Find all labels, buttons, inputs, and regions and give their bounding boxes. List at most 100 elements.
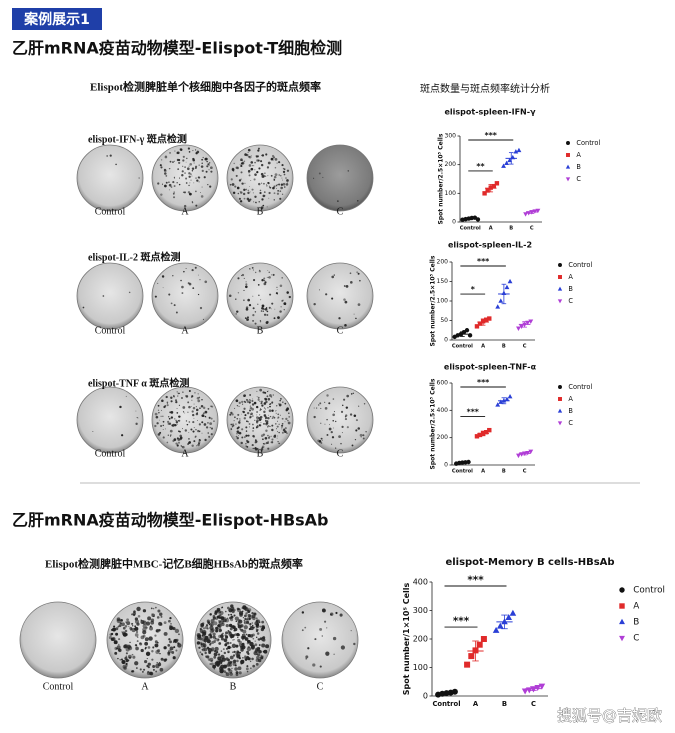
spot — [219, 659, 224, 663]
spot — [167, 422, 170, 425]
spot — [151, 650, 154, 653]
spot — [248, 614, 253, 619]
spot — [118, 638, 121, 641]
spot — [250, 413, 252, 416]
spot — [123, 644, 128, 649]
spot — [240, 659, 245, 664]
spot — [248, 401, 251, 404]
spot — [254, 447, 257, 450]
spot — [246, 670, 249, 673]
spot — [131, 622, 134, 625]
spot — [261, 643, 266, 648]
spot — [266, 166, 270, 169]
point — [528, 319, 534, 324]
spot — [144, 659, 148, 664]
spot — [234, 616, 239, 621]
spot — [164, 172, 167, 175]
spot — [118, 643, 120, 646]
spot — [175, 442, 178, 445]
spot — [185, 395, 189, 398]
spot — [252, 192, 254, 194]
spot — [178, 158, 181, 162]
spot — [230, 428, 233, 431]
spot — [266, 391, 269, 393]
spot — [263, 402, 266, 405]
spot — [275, 428, 277, 430]
spot — [235, 298, 237, 300]
spot — [191, 444, 194, 447]
spot — [201, 637, 206, 642]
x-tick-label: Control — [452, 344, 473, 350]
spot — [195, 406, 197, 408]
spot — [259, 409, 261, 411]
spot — [167, 651, 171, 655]
spot — [204, 157, 208, 161]
spot — [161, 399, 164, 403]
spot — [209, 426, 211, 429]
spot — [252, 164, 254, 167]
spot — [261, 404, 264, 407]
well — [306, 386, 374, 454]
spot — [179, 148, 183, 151]
spot — [197, 399, 201, 403]
spot — [271, 441, 274, 444]
spot — [163, 621, 167, 625]
spot — [126, 621, 131, 626]
spot — [199, 306, 203, 310]
spot — [353, 642, 356, 646]
spot — [256, 171, 259, 174]
spot — [245, 398, 248, 401]
spot — [241, 273, 245, 277]
spot — [173, 304, 176, 307]
spot — [288, 415, 291, 418]
spot — [182, 159, 185, 162]
spot — [238, 421, 241, 424]
y-tick-label: 0 — [444, 337, 448, 344]
spot — [116, 645, 121, 650]
spot — [213, 420, 215, 422]
spot — [262, 204, 265, 207]
spot — [250, 167, 254, 171]
well-label: Control — [43, 681, 74, 692]
spot — [273, 317, 276, 320]
spot — [154, 424, 157, 428]
spot — [271, 401, 274, 404]
spot — [139, 642, 143, 646]
spot — [202, 318, 204, 320]
spot — [198, 396, 201, 399]
spot — [355, 429, 358, 432]
spot — [174, 628, 180, 634]
spot — [238, 179, 242, 182]
spot — [266, 185, 268, 187]
spot — [125, 621, 127, 623]
spot — [231, 423, 233, 426]
spot — [146, 671, 151, 676]
spot — [117, 657, 119, 660]
spot — [202, 414, 205, 417]
spot — [232, 659, 237, 664]
spot — [210, 624, 213, 626]
spot — [213, 668, 216, 670]
spot — [365, 431, 367, 433]
spot — [162, 424, 164, 427]
spot — [279, 399, 281, 402]
spot — [155, 663, 160, 669]
spot — [201, 162, 203, 164]
spot — [212, 664, 217, 669]
spot — [170, 302, 173, 305]
spot — [161, 159, 163, 161]
spot — [265, 644, 270, 649]
spot — [146, 657, 148, 660]
spot — [258, 201, 260, 203]
spot — [169, 626, 173, 631]
well-label: C — [337, 206, 344, 217]
spot — [179, 436, 183, 440]
spot — [265, 153, 268, 156]
point — [507, 278, 513, 284]
spot — [337, 200, 339, 202]
spot — [190, 173, 192, 175]
spot — [160, 615, 163, 618]
spot — [261, 182, 263, 184]
spot — [175, 638, 179, 642]
spot — [329, 612, 334, 616]
